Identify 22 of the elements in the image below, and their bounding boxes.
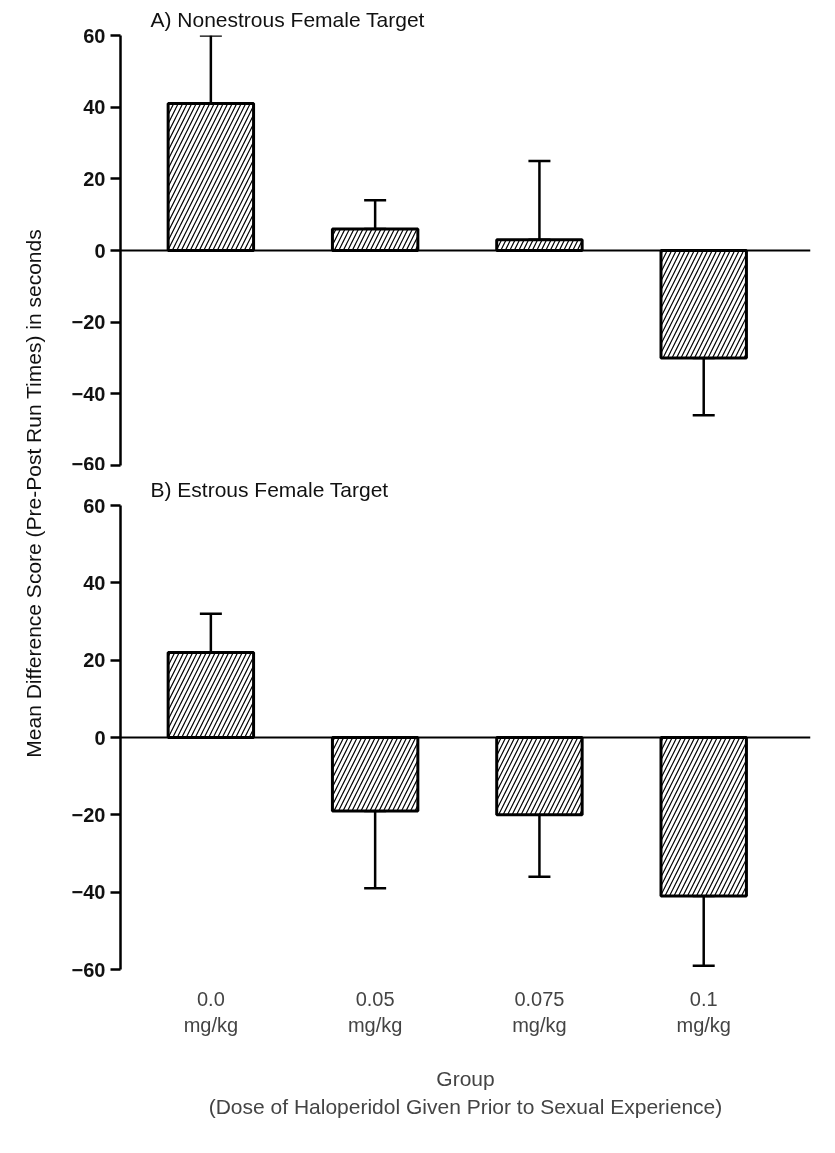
y-tick-label: −40 (71, 382, 106, 405)
y-tick-label: −60 (71, 452, 106, 475)
x-tick-label: 0.05 mg/kg (347, 987, 403, 1036)
y-tick-label: 60 (83, 24, 106, 47)
y-tick-label: 0 (94, 239, 106, 262)
chart-title: A) Nonestrous Female Target (150, 7, 425, 31)
chart-title: B) Estrous Female Target (150, 477, 389, 501)
x-tick-label: 0.1 mg/kg (676, 987, 731, 1036)
y-tick-label: 40 (83, 571, 106, 594)
y-tick-label: 20 (83, 649, 106, 672)
y-axis-title: Mean Difference Score (Pre-Post Run Times) in seconds (22, 229, 45, 758)
y-tick-label: 0 (94, 726, 106, 749)
y-tick-label: 20 (83, 167, 106, 190)
y-tick-label: −20 (71, 311, 106, 334)
x-tick-label: 0.0 mg/kg (183, 987, 239, 1036)
y-tick-label: −60 (71, 958, 106, 981)
y-tick-label: −40 (71, 881, 106, 904)
y-tick-label: 60 (83, 494, 106, 517)
x-axis-title: Group (Dose of Haloperidol Given Prior to Sexual Experience) (208, 1066, 723, 1118)
x-tick-label: 0.075 mg/kg (512, 987, 567, 1036)
y-tick-label: −20 (71, 803, 106, 826)
y-tick-label: 40 (83, 96, 106, 119)
